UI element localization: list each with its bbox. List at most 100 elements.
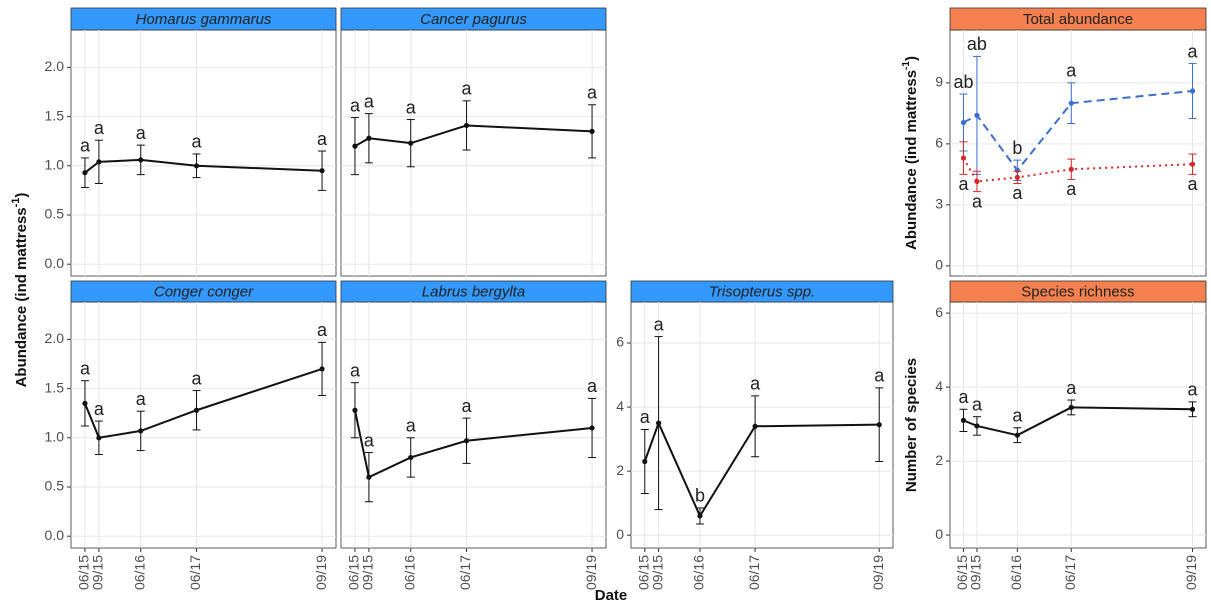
x-tick-label: 06/16 bbox=[131, 555, 147, 590]
significance-letter: a bbox=[192, 132, 203, 152]
panel-title: Conger conger bbox=[154, 283, 254, 300]
y-tick-label: 6 bbox=[616, 334, 624, 350]
point bbox=[974, 112, 980, 118]
significance-letter: a bbox=[80, 358, 91, 378]
panel-title: Labrus bergylta bbox=[422, 283, 525, 300]
significance-letter: a bbox=[654, 314, 665, 334]
significance-letter: a bbox=[972, 394, 983, 414]
point bbox=[463, 438, 470, 444]
significance-letter: a bbox=[94, 399, 105, 419]
x-tick-label: 06/17 bbox=[457, 555, 473, 590]
y-tick-label: 0.5 bbox=[45, 478, 65, 494]
significance-letter: a bbox=[80, 136, 91, 156]
significance-letter: a bbox=[640, 407, 651, 427]
point bbox=[193, 163, 200, 169]
panel-header bbox=[630, 280, 894, 303]
y-axis-label: Abundance (ind mattress-1) bbox=[901, 56, 920, 250]
panel-header bbox=[949, 280, 1207, 303]
point bbox=[352, 407, 358, 413]
y-tick-label: 2.0 bbox=[45, 330, 65, 346]
point bbox=[960, 155, 967, 161]
y-tick-label: 1.0 bbox=[45, 156, 65, 172]
point bbox=[589, 128, 595, 134]
point bbox=[366, 474, 372, 480]
x-tick-label: 09/19 bbox=[583, 555, 599, 590]
point bbox=[655, 420, 662, 426]
panel-header bbox=[70, 280, 337, 303]
y-tick-label: 9 bbox=[935, 74, 943, 90]
significance-letter: a bbox=[192, 368, 203, 388]
point bbox=[1068, 100, 1074, 106]
x-tick-label: 06/17 bbox=[746, 555, 762, 590]
significance-letter: ab bbox=[967, 34, 987, 54]
y-tick-label: 0.0 bbox=[45, 527, 65, 543]
significance-letter: a bbox=[94, 118, 105, 138]
y-tick-label: 0 bbox=[935, 526, 943, 542]
point bbox=[974, 423, 980, 429]
significance-letter: a bbox=[406, 97, 417, 117]
significance-letter: a bbox=[1012, 183, 1023, 203]
panel-title: Cancer pagurus bbox=[420, 11, 527, 28]
x-tick-label: 06/17 bbox=[187, 555, 203, 590]
x-tick-label: 09/15 bbox=[649, 555, 665, 590]
significance-letter: b bbox=[1012, 138, 1022, 158]
y-tick-label: 1.5 bbox=[45, 379, 65, 395]
y-axis-label: Number of species bbox=[903, 358, 920, 492]
x-tick-label: 09/15 bbox=[360, 555, 376, 590]
y-axis-label-part: -1 bbox=[901, 61, 912, 70]
point bbox=[408, 454, 414, 461]
point bbox=[408, 140, 414, 146]
point bbox=[974, 178, 980, 185]
panel-header bbox=[949, 7, 1207, 31]
point bbox=[319, 168, 325, 174]
point bbox=[82, 400, 88, 406]
y-tick-label: 4 bbox=[935, 378, 943, 394]
panel bbox=[949, 29, 1207, 277]
y-tick-label: 4 bbox=[616, 398, 624, 414]
point bbox=[193, 407, 200, 413]
point bbox=[1068, 404, 1074, 411]
significance-letter: a bbox=[958, 387, 969, 407]
y-tick-label: 3 bbox=[935, 196, 943, 212]
significance-letter: ab bbox=[953, 72, 973, 92]
panel bbox=[949, 301, 1207, 549]
y-axis-label-part: ) bbox=[903, 56, 920, 61]
significance-letter: a bbox=[1066, 378, 1077, 398]
point bbox=[463, 122, 470, 129]
panel-title: Total abundance bbox=[1023, 11, 1133, 28]
significance-letter: a bbox=[364, 430, 375, 450]
y-axis-label-text: Abundance (ind mattress bbox=[13, 207, 30, 387]
significance-letter: a bbox=[136, 123, 147, 143]
panel bbox=[340, 301, 607, 549]
point bbox=[752, 423, 758, 429]
x-tick-label: 06/15 bbox=[346, 555, 362, 590]
point bbox=[319, 366, 325, 372]
panel bbox=[340, 29, 607, 277]
point bbox=[138, 157, 144, 163]
x-tick-label: 09/19 bbox=[870, 555, 886, 590]
point bbox=[138, 428, 144, 434]
x-tick-label: 06/16 bbox=[1008, 555, 1024, 590]
y-axis-label-part: Abundance (ind mattress bbox=[903, 70, 920, 250]
significance-letter: a bbox=[587, 83, 598, 103]
x-tick-label: 09/15 bbox=[968, 555, 984, 590]
point bbox=[1189, 406, 1196, 412]
significance-letter: a bbox=[350, 360, 361, 380]
point bbox=[96, 435, 102, 441]
panel-header bbox=[70, 7, 337, 31]
significance-letter: a bbox=[462, 79, 473, 99]
significance-letter: a bbox=[317, 320, 328, 340]
significance-letter: a bbox=[350, 95, 361, 115]
significance-letter: a bbox=[1012, 406, 1023, 426]
x-tick-label: 09/19 bbox=[1183, 555, 1199, 590]
point bbox=[960, 119, 967, 126]
y-tick-label: 1.0 bbox=[45, 428, 65, 444]
point bbox=[82, 170, 88, 176]
y-tick-label: 0 bbox=[616, 526, 624, 542]
point bbox=[1014, 432, 1020, 438]
y-axis-label-close: ) bbox=[13, 193, 30, 198]
point bbox=[96, 159, 102, 165]
y-tick-label: 2.0 bbox=[45, 58, 65, 74]
point bbox=[589, 425, 595, 431]
